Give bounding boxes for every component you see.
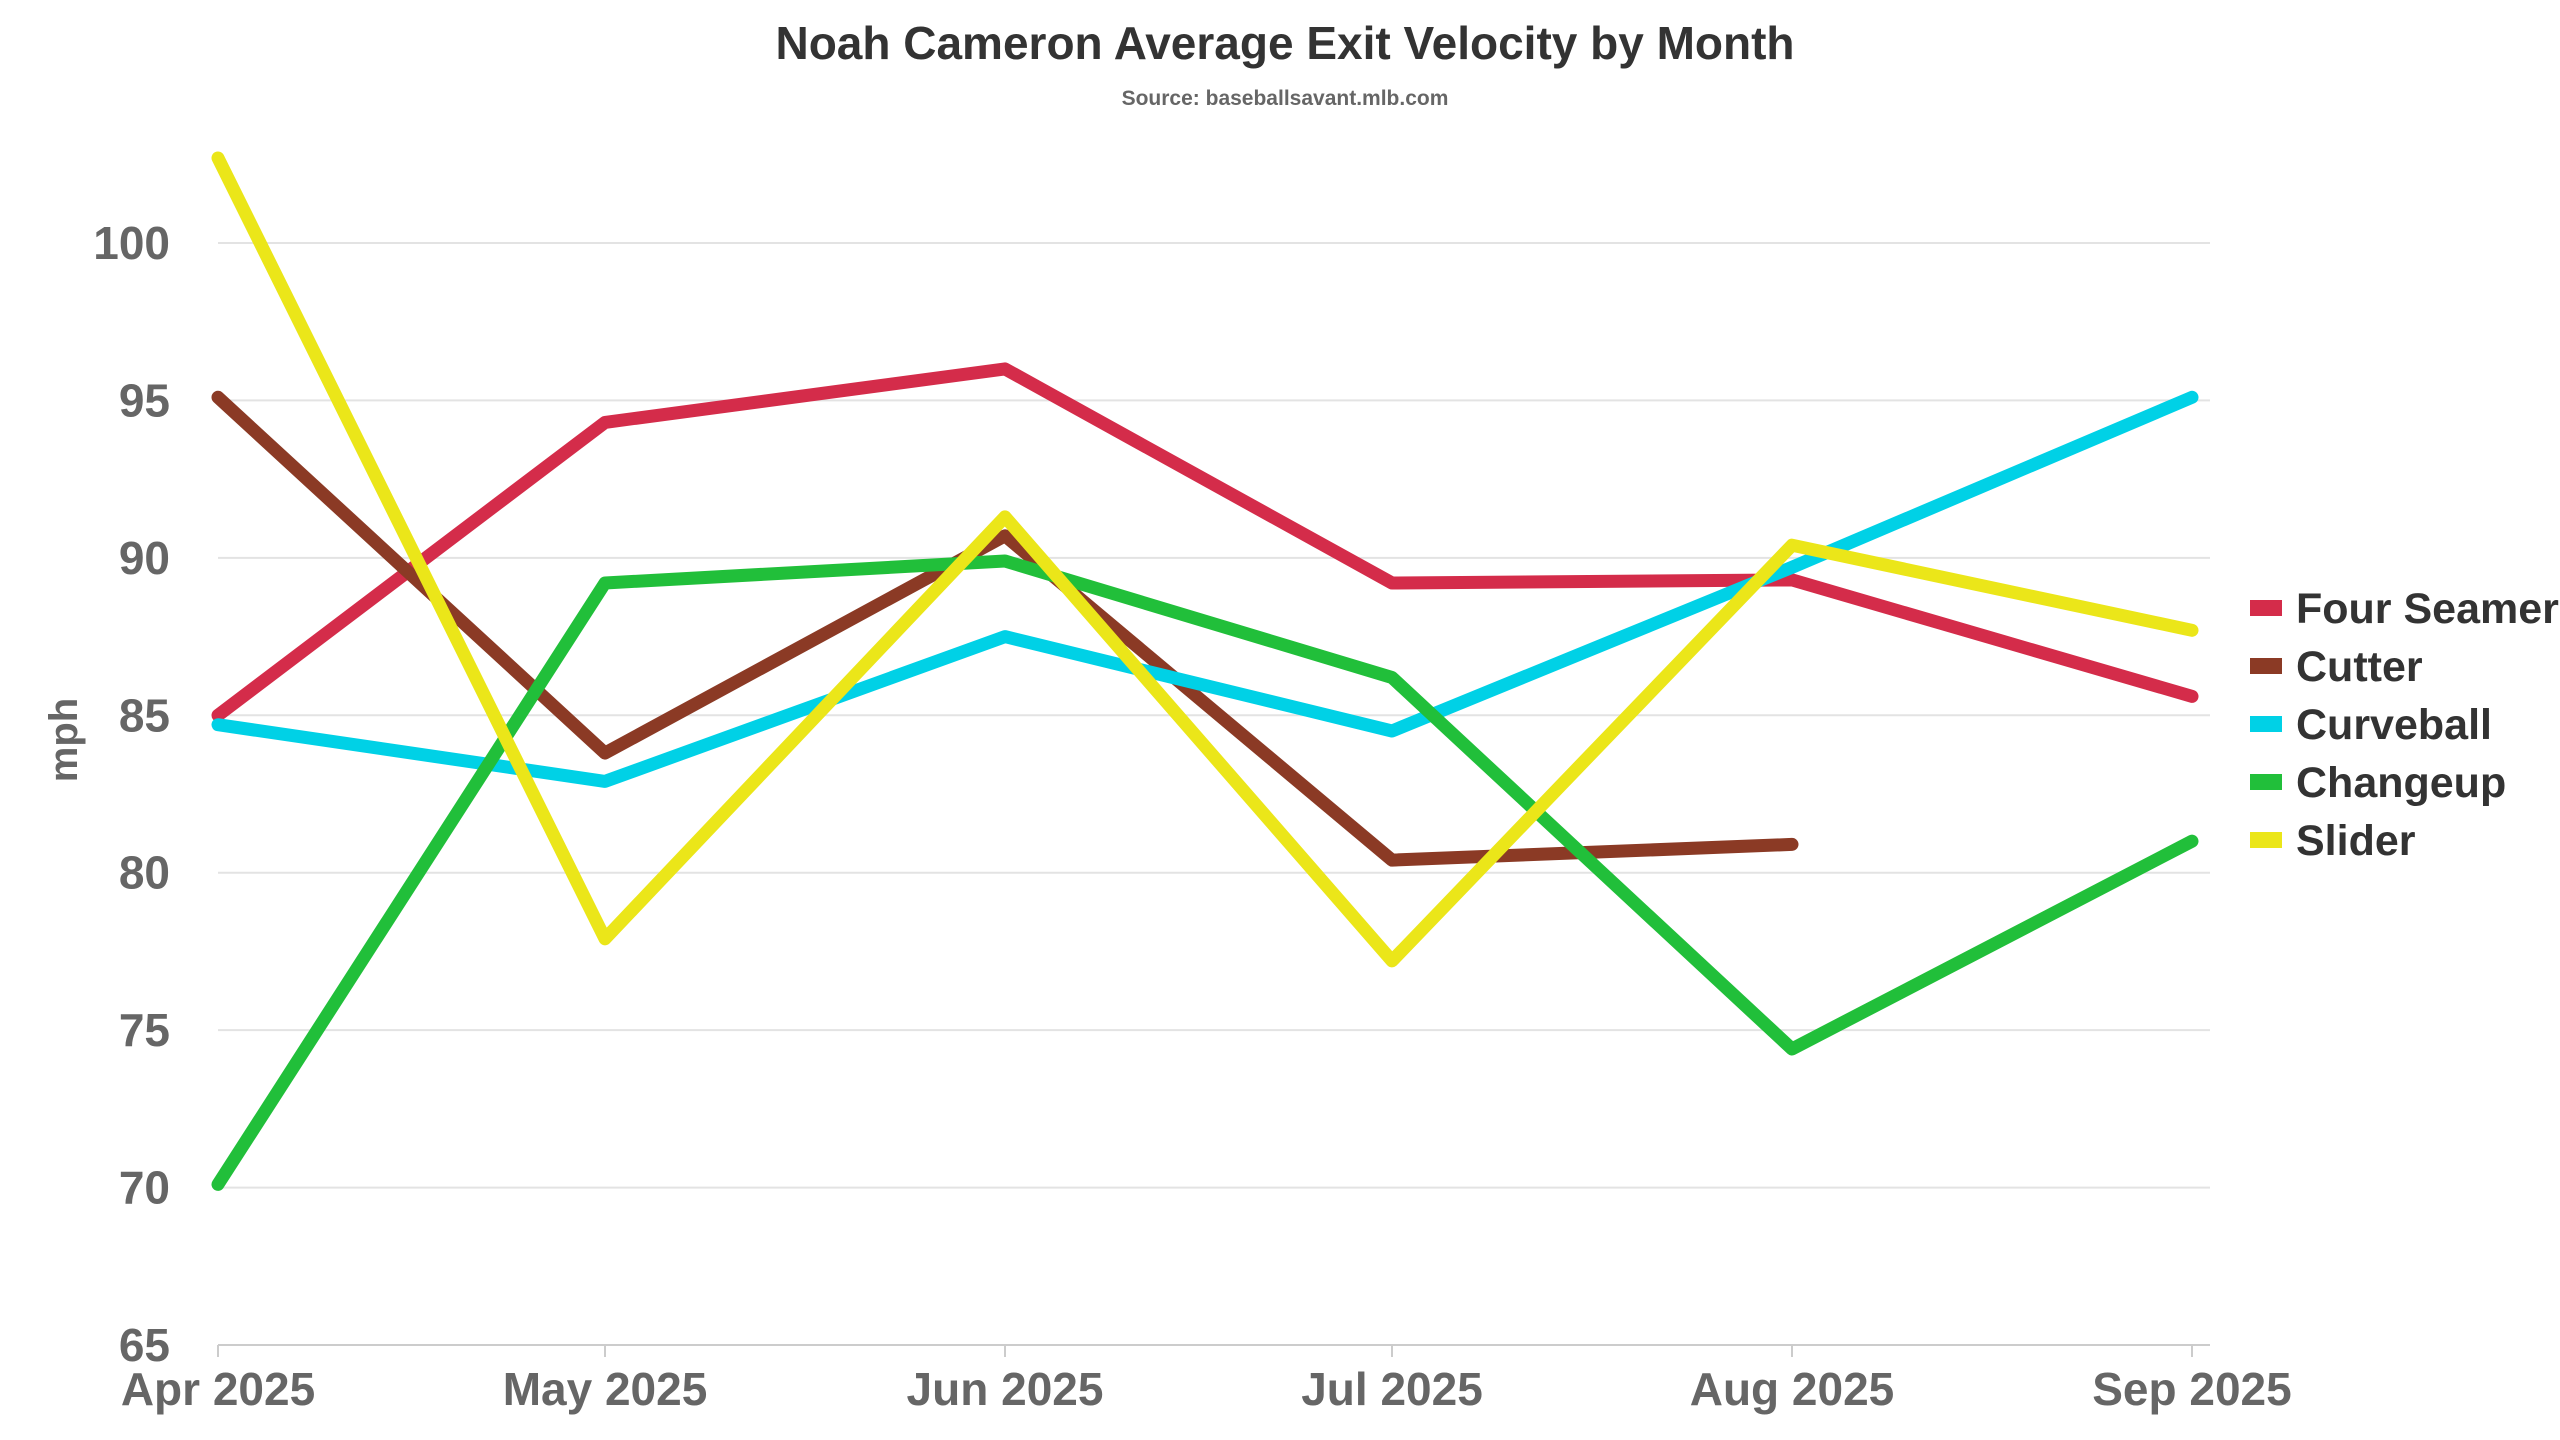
chart-subtitle: Source: baseballsavant.mlb.com bbox=[1122, 87, 1449, 110]
axes: 65 70 75 80 85 90 95 100 Apr 2025 May 2025 Jun 202… bbox=[93, 217, 2291, 1415]
series-line-changeup bbox=[211, 554, 2199, 1191]
legend-swatch-cutter bbox=[2250, 658, 2282, 674]
x-tick-label: Jun 2025 bbox=[907, 1363, 1104, 1415]
y-axis-label: mph bbox=[42, 698, 86, 782]
y-tick-label: 85 bbox=[119, 689, 170, 741]
y-tick-label: 65 bbox=[119, 1319, 170, 1371]
y-tick-label: 95 bbox=[119, 374, 170, 426]
y-tick-label: 75 bbox=[119, 1004, 170, 1056]
grid-lines bbox=[218, 241, 2210, 1189]
y-tick-label: 100 bbox=[93, 217, 170, 269]
x-tick-label: Jul 2025 bbox=[1301, 1363, 1483, 1415]
legend-label-cutter: Cutter bbox=[2296, 643, 2423, 691]
legend-swatch-four-seamer bbox=[2250, 600, 2282, 616]
legend-label-curveball: Curveball bbox=[2296, 701, 2492, 749]
legend-swatch-slider bbox=[2250, 832, 2282, 848]
x-tick-label: Apr 2025 bbox=[121, 1363, 315, 1415]
legend-label-four-seamer: Four Seamer bbox=[2296, 585, 2559, 633]
x-tick-label: Sep 2025 bbox=[2092, 1363, 2291, 1415]
legend: Four Seamer Cutter Curveball Changeup Slider bbox=[2250, 585, 2559, 865]
series-line-four-seamer bbox=[211, 362, 2199, 722]
series-line-cutter bbox=[211, 390, 1799, 867]
series-line-curveball bbox=[211, 390, 2199, 788]
series-line-slider bbox=[211, 151, 2199, 968]
x-tick-label: Aug 2025 bbox=[1690, 1363, 1895, 1415]
series-lines bbox=[211, 151, 2199, 1191]
legend-swatch-curveball bbox=[2250, 716, 2282, 732]
legend-label-slider: Slider bbox=[2296, 817, 2416, 865]
legend-label-changeup: Changeup bbox=[2296, 759, 2506, 807]
y-tick-label: 70 bbox=[119, 1162, 170, 1214]
legend-swatch-changeup bbox=[2250, 774, 2282, 790]
y-tick-label: 90 bbox=[119, 532, 170, 584]
chart-title: Noah Cameron Average Exit Velocity by Mo… bbox=[775, 17, 1794, 69]
x-tick-label: May 2025 bbox=[503, 1363, 708, 1415]
y-tick-label: 80 bbox=[119, 847, 170, 899]
